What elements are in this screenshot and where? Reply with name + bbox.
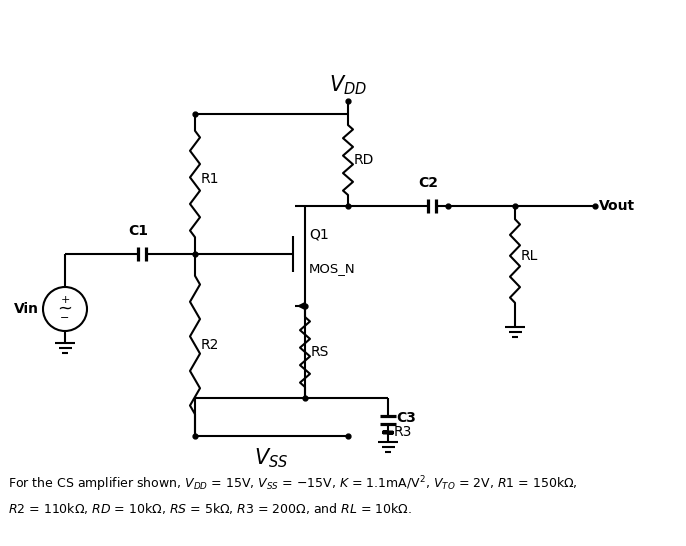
- Text: RL: RL: [521, 249, 539, 263]
- Text: C3: C3: [396, 411, 416, 425]
- Text: $V_{DD}$: $V_{DD}$: [329, 73, 367, 97]
- Text: RD: RD: [354, 153, 375, 167]
- Text: Q1: Q1: [309, 228, 329, 242]
- Text: $V_{SS}$: $V_{SS}$: [255, 446, 289, 470]
- Text: R2: R2: [201, 338, 220, 352]
- Text: R1: R1: [201, 172, 220, 186]
- Text: R3: R3: [394, 425, 412, 440]
- Text: For the CS amplifier shown, $V_{DD}$ = 15V, $V_{SS}$ = $-$15V, $K$ = 1.1mA/V$^2$: For the CS amplifier shown, $V_{DD}$ = 1…: [8, 474, 578, 516]
- Text: RS: RS: [311, 345, 329, 359]
- Text: Vout: Vout: [599, 199, 635, 213]
- Text: Vin: Vin: [14, 302, 39, 316]
- Text: C2: C2: [418, 176, 438, 190]
- Text: MOS_N: MOS_N: [309, 262, 355, 275]
- Text: −: −: [60, 313, 70, 323]
- Text: +: +: [60, 295, 70, 305]
- Text: ~: ~: [58, 300, 73, 318]
- Text: C1: C1: [128, 224, 148, 238]
